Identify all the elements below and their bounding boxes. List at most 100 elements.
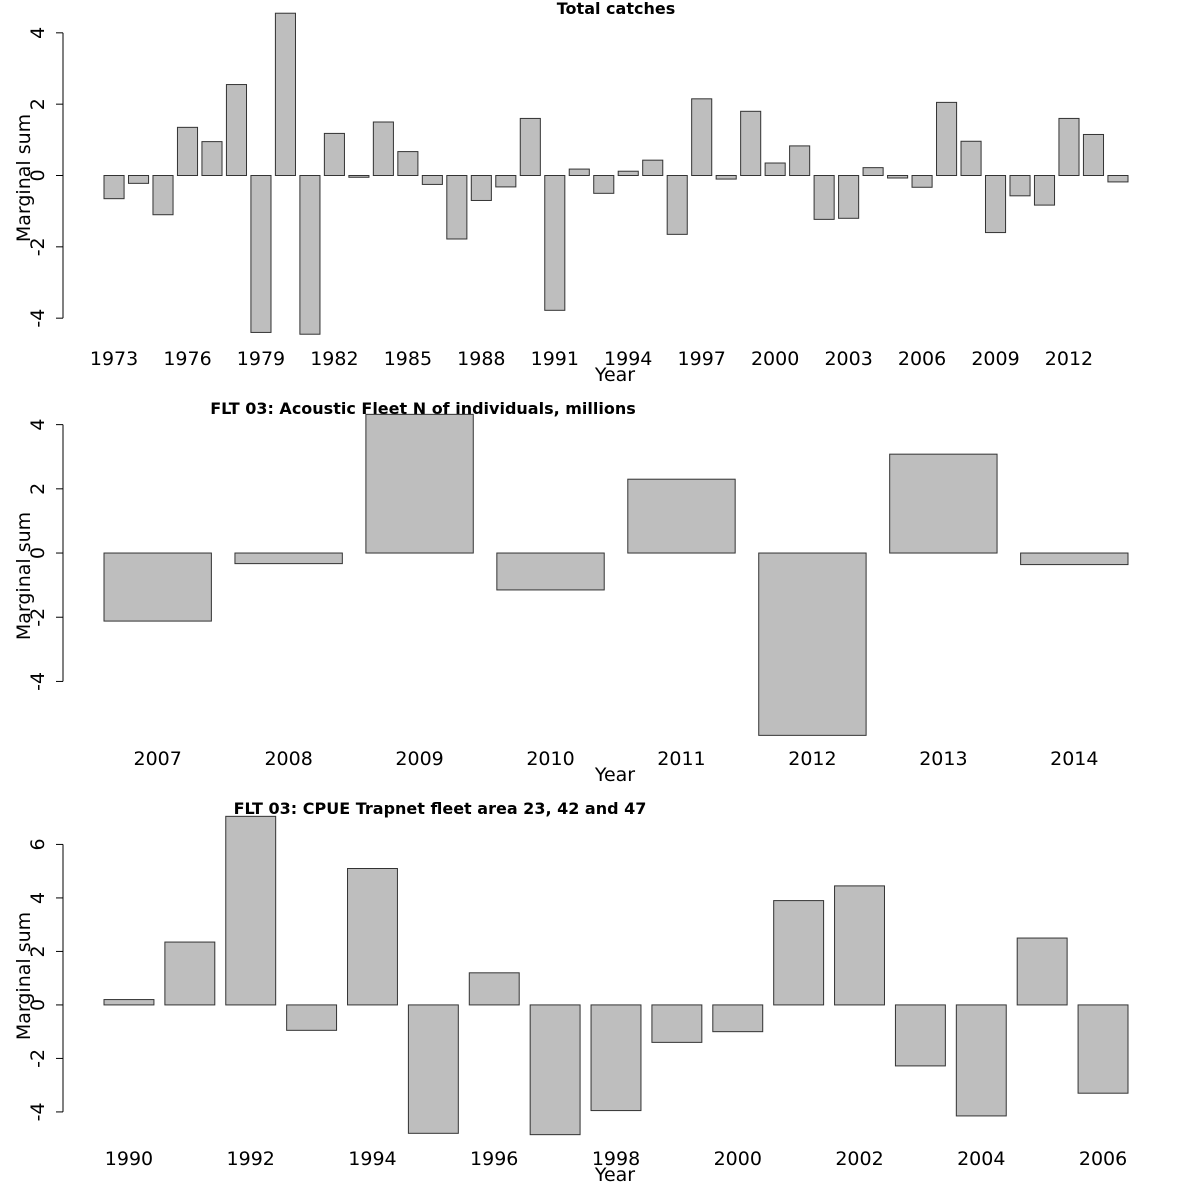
bar-1993 [593, 175, 615, 194]
x-tick-label: 1994 [604, 348, 652, 370]
bar-2013 [1082, 133, 1105, 176]
bar-1987 [446, 175, 468, 240]
x-tick-label: 1994 [348, 1148, 396, 1170]
bar-2011 [627, 478, 736, 554]
bar-2014 [1107, 175, 1129, 183]
x-axis-label: Year [594, 1164, 635, 1186]
x-tick-label: 1988 [457, 348, 505, 370]
x-tick-label: 2012 [1045, 348, 1093, 370]
x-tick-label: 2004 [957, 1148, 1005, 1170]
x-tick-label: 1982 [310, 348, 358, 370]
y-axis-label: Marginal sum [13, 912, 35, 1040]
bar-1992 [568, 168, 590, 177]
chart-total-catches: Total catches Marginal sum Year -4-2024 … [13, 0, 1129, 386]
bar-1992 [225, 815, 277, 1006]
x-tick-label: 2013 [919, 748, 967, 770]
y-tick-label: 4 [27, 892, 49, 904]
y-tick-label: -2 [27, 1049, 49, 1068]
x-tick-label: 2000 [751, 348, 799, 370]
x-tick-label: 1976 [163, 348, 211, 370]
chart-title: FLT 03: Acoustic Fleet N of individuals,… [210, 400, 636, 418]
x-tick-label: 1991 [531, 348, 579, 370]
y-tick-label: 4 [27, 419, 49, 431]
bar-1995 [642, 159, 664, 177]
bar-1995 [407, 1004, 459, 1134]
bar-1990 [519, 117, 541, 176]
y-axis-label: Marginal sum [13, 512, 35, 640]
x-tick-label: 1992 [227, 1148, 275, 1170]
x-tick-label: 2009 [971, 348, 1019, 370]
chart-cpue-trapnet: FLT 03: CPUE Trapnet fleet area 23, 42 a… [13, 800, 1129, 1186]
y-tick-label: 0 [27, 999, 49, 1011]
bar-2007 [936, 101, 958, 176]
x-tick-label: 2007 [134, 748, 182, 770]
bar-1991 [544, 175, 566, 311]
x-tick-label: 2000 [714, 1148, 762, 1170]
x-tick-label: 2014 [1050, 748, 1098, 770]
bar-2000 [712, 1004, 764, 1033]
bar-2011 [1033, 175, 1056, 206]
bar-2000 [764, 162, 786, 177]
y-tick-label: 6 [27, 838, 49, 850]
x-axis-label: Year [594, 364, 635, 386]
x-tick-label: 2010 [526, 748, 574, 770]
x-tick-label: 1979 [237, 348, 285, 370]
chart-title: Total catches [557, 0, 675, 18]
bar-1999 [740, 110, 762, 176]
bar-2005 [1016, 937, 1068, 1006]
bar-1998 [590, 1004, 642, 1112]
bar-1994 [347, 868, 398, 1006]
bar-1979 [250, 175, 272, 333]
x-tick-label: 2003 [824, 348, 872, 370]
bar-2012 [758, 552, 867, 736]
bar-1990 [103, 999, 155, 1006]
bar-1978 [225, 84, 248, 176]
bar-2003 [838, 175, 860, 219]
bar-2005 [887, 175, 909, 179]
y-tick-label: 2 [27, 98, 49, 110]
bar-1982 [323, 132, 345, 177]
bar-1991 [164, 941, 216, 1006]
x-tick-label: 2009 [395, 748, 443, 770]
bar-1997 [529, 1004, 581, 1136]
bar-1998 [715, 175, 737, 180]
bar-1994 [617, 170, 639, 177]
bar-1980 [274, 12, 296, 176]
bar-1985 [397, 151, 419, 177]
x-axis-label: Year [594, 764, 635, 786]
bar-2014 [1020, 552, 1129, 566]
bar-1999 [651, 1004, 703, 1043]
bar-2002 [834, 885, 885, 1006]
bar-2006 [911, 175, 933, 188]
bar-2001 [789, 145, 811, 176]
x-tick-label: 2011 [657, 748, 705, 770]
bar-2012 [1058, 117, 1080, 176]
bar-1997 [691, 98, 713, 176]
bar-2013 [889, 453, 998, 554]
x-tick-label: 2012 [788, 748, 836, 770]
bar-1993 [286, 1004, 338, 1031]
x-tick-label: 2002 [835, 1148, 883, 1170]
bar-1977 [201, 141, 223, 176]
bar-1989 [495, 175, 517, 188]
x-tick-label: 1998 [592, 1148, 640, 1170]
y-tick-label: 2 [27, 483, 49, 495]
y-axis-label: Marginal sum [13, 114, 35, 242]
bar-2006 [1077, 1004, 1129, 1094]
bar-1974 [127, 175, 150, 184]
bar-1996 [666, 175, 688, 235]
bar-1981 [299, 175, 321, 335]
bar-1996 [468, 972, 520, 1006]
bar-1983 [348, 175, 370, 178]
y-tick-label: 0 [27, 547, 49, 559]
bar-2007 [103, 552, 212, 622]
x-tick-label: 2006 [1079, 1148, 1127, 1170]
bar-2010 [496, 552, 605, 591]
y-tick-label: 2 [27, 945, 49, 957]
bar-2003 [894, 1004, 946, 1067]
y-tick-label: -4 [27, 309, 49, 328]
x-tick-label: 2006 [898, 348, 946, 370]
bar-1975 [152, 175, 174, 216]
bar-2002 [813, 175, 835, 220]
chart-acoustic-fleet: FLT 03: Acoustic Fleet N of individuals,… [13, 400, 1129, 786]
